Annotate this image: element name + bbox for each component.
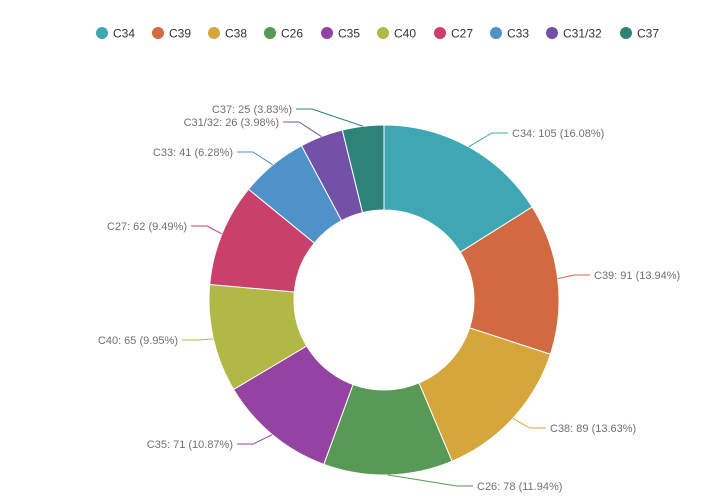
legend-label: C35 — [338, 27, 360, 41]
legend-item-c35[interactable]: C35 — [321, 27, 360, 41]
legend-label: C39 — [169, 27, 191, 41]
legend-marker — [377, 27, 389, 39]
legend-marker — [264, 27, 276, 39]
legend-marker — [152, 27, 164, 39]
leader-line-c27 — [191, 225, 223, 235]
legend-marker — [434, 27, 446, 39]
leader-line-c39 — [557, 274, 590, 280]
leader-line-c26 — [388, 474, 473, 487]
data-label-c40: C40: 65 (9.95%) — [98, 335, 178, 347]
legend-marker — [546, 27, 558, 39]
leader-line-c40 — [182, 338, 214, 341]
legend-marker — [208, 27, 220, 39]
legend-item-c26[interactable]: C26 — [264, 27, 303, 41]
data-label-c26: C26: 78 (11.94%) — [477, 481, 562, 493]
legend-marker — [490, 27, 502, 39]
legend-label: C38 — [225, 27, 247, 41]
leader-line-c37 — [296, 108, 364, 127]
slice-c37[interactable] — [341, 124, 385, 214]
legend-item-c40[interactable]: C40 — [377, 27, 416, 41]
legend-label: C34 — [113, 27, 135, 41]
data-label-c38: C38: 89 (13.63%) — [550, 423, 636, 435]
chart-legend: C34 C39 C38 C26 C35 C40 C27 C33 C31/32 C37 — [96, 27, 659, 41]
data-label-c39: C39: 91 (13.94%) — [594, 270, 680, 282]
legend-item-c38[interactable]: C38 — [208, 27, 247, 41]
data-label-c34: C34: 105 (16.08%) — [512, 128, 604, 140]
legend-label: C37 — [637, 27, 659, 41]
leader-line-c34 — [468, 132, 508, 148]
data-label-c33: C33: 41 (6.28%) — [153, 147, 233, 159]
data-label-c37: C37: 25 (3.83%) — [212, 104, 292, 116]
data-label-c27: C27: 62 (9.49%) — [107, 221, 187, 233]
legend-item-c33[interactable]: C33 — [490, 27, 529, 41]
legend-marker — [321, 27, 333, 39]
slice-c34[interactable] — [383, 124, 533, 253]
leader-line-c35 — [237, 434, 273, 445]
legend-label: C31/32 — [563, 27, 602, 41]
chart-data-labels: C34: 105 (16.08%) C39: 91 (13.94%) C38: 89… — [98, 104, 680, 493]
legend-item-c27[interactable]: C27 — [434, 27, 473, 41]
data-label-c31-32: C31/32: 26 (3.98%) — [184, 117, 279, 129]
data-label-c35: C35: 71 (10.87%) — [147, 439, 233, 451]
legend-label: C27 — [451, 27, 473, 41]
legend-label: C33 — [507, 27, 529, 41]
chart-slices — [208, 124, 560, 476]
leader-line-c33 — [237, 151, 274, 166]
legend-item-c37[interactable]: C37 — [620, 27, 659, 41]
legend-label: C26 — [281, 27, 303, 41]
legend-marker — [96, 27, 108, 39]
legend-item-c39[interactable]: C39 — [152, 27, 191, 41]
leader-line-c31-32 — [283, 121, 322, 137]
legend-marker — [620, 27, 632, 39]
legend-label: C40 — [394, 27, 416, 41]
leader-line-c38 — [512, 417, 546, 429]
legend-item-c31-32[interactable]: C31/32 — [546, 27, 602, 41]
legend-item-c34[interactable]: C34 — [96, 27, 135, 41]
